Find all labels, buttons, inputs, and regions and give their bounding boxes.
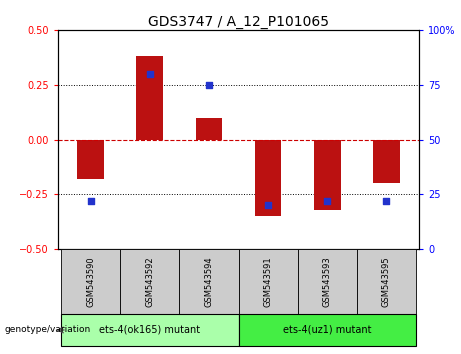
Bar [195,118,222,139]
Bar [61,314,238,346]
Text: GSM543593: GSM543593 [323,256,332,307]
Bar [61,249,120,314]
Text: GSM543595: GSM543595 [382,256,391,307]
Bar [136,56,163,139]
Text: GSM543590: GSM543590 [86,256,95,307]
Bar [357,249,416,314]
Bar [179,249,238,314]
Title: GDS3747 / A_12_P101065: GDS3747 / A_12_P101065 [148,15,329,29]
Bar [373,139,400,183]
Text: ets-4(uz1) mutant: ets-4(uz1) mutant [283,325,372,335]
Bar [238,249,298,314]
Text: GSM543591: GSM543591 [264,256,272,307]
Point [265,202,272,208]
Text: GSM543594: GSM543594 [204,256,213,307]
Bar [238,314,416,346]
Text: ets-4(ok165) mutant: ets-4(ok165) mutant [99,325,200,335]
Point [146,71,154,76]
Bar [77,139,104,179]
Bar [255,139,281,216]
Bar [298,249,357,314]
Point [383,198,390,204]
Text: GSM543592: GSM543592 [145,256,154,307]
Bar [314,139,341,210]
Point [87,198,94,204]
Point [324,198,331,204]
Text: genotype/variation: genotype/variation [5,325,91,335]
Point [205,82,213,87]
Bar [120,249,179,314]
